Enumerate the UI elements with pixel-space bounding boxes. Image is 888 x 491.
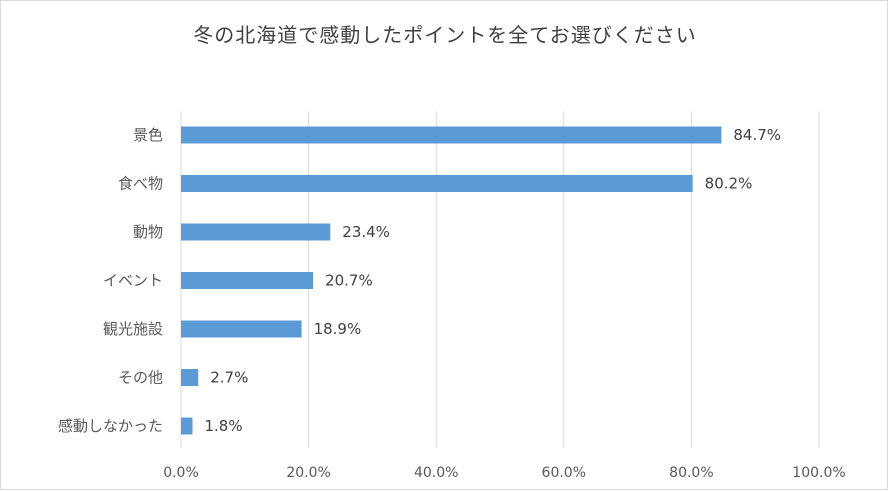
- category-label: イベント: [103, 272, 163, 290]
- category-label: 感動しなかった: [58, 417, 163, 435]
- bar: [181, 223, 331, 241]
- data-label: 1.8%: [204, 417, 242, 435]
- bar: [181, 272, 314, 289]
- data-label: 2.7%: [210, 369, 248, 387]
- category-label: 景色: [133, 126, 163, 144]
- category-label: 動物: [133, 223, 163, 241]
- x-tick-label: 100.0%: [792, 465, 845, 481]
- chart-title: 冬の北海道で感動したポイントを全てお選びください: [193, 23, 697, 47]
- x-tick-label: 80.0%: [669, 465, 713, 481]
- bar: [181, 320, 302, 338]
- bar: [181, 369, 199, 386]
- category-label: 観光施設: [103, 320, 163, 338]
- x-tick-label: 20.0%: [286, 465, 330, 481]
- data-label: 20.7%: [325, 272, 373, 290]
- data-label: 23.4%: [342, 223, 390, 241]
- x-tick-label: 0.0%: [163, 465, 199, 481]
- bar: [181, 126, 722, 144]
- data-label: 80.2%: [705, 175, 753, 193]
- bar: [181, 175, 693, 192]
- data-label: 18.9%: [314, 320, 362, 338]
- x-tick-label: 60.0%: [542, 465, 586, 481]
- category-label: その他: [118, 369, 163, 387]
- category-label: 食べ物: [118, 175, 163, 193]
- bar: [181, 417, 193, 435]
- x-tick-label: 40.0%: [414, 465, 458, 481]
- data-label: 84.7%: [733, 126, 781, 144]
